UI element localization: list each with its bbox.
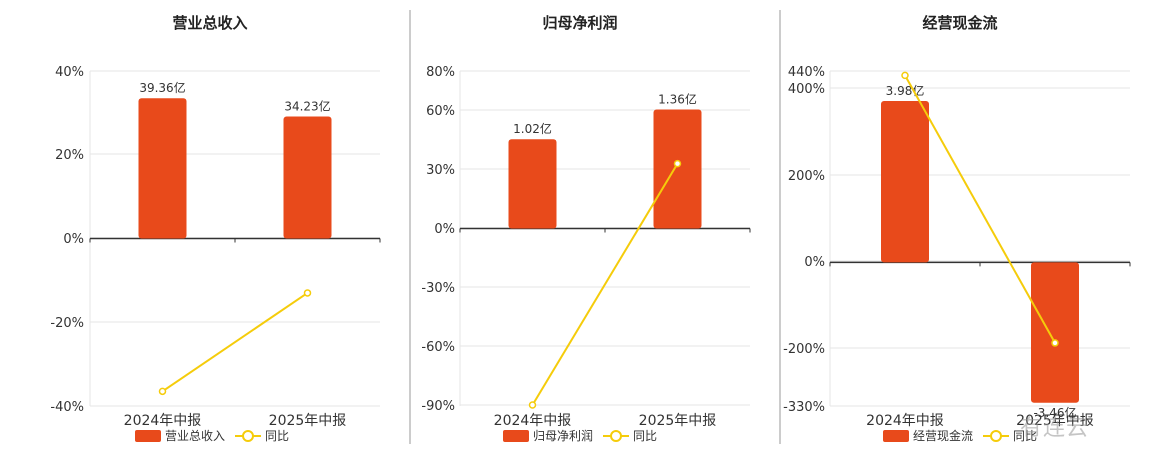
y-tick-label: 0% <box>434 222 455 237</box>
y-tick-label: 0% <box>63 232 84 247</box>
legend-label: 归母净利润 <box>533 429 593 443</box>
chart-panel: 归母净利润 80% 60% 30% 0% -30% -60% -90% 1.02亿 2024年中报… <box>421 14 751 443</box>
legend-swatch-bar <box>135 430 161 442</box>
x-tick-label: 2025年中报 <box>269 413 347 429</box>
chart-title: 经营现金流 <box>922 14 997 32</box>
y-tick-label: -200% <box>783 342 825 357</box>
bar-value-label: 34.23亿 <box>284 99 330 114</box>
legend-label: 经营现金流 <box>913 428 973 443</box>
legend-label: 同比 <box>1013 429 1037 443</box>
y-tick-label: 30% <box>426 163 455 178</box>
legend-swatch-marker <box>610 430 622 442</box>
line-point <box>673 159 682 168</box>
y-tick-label: -20% <box>50 316 84 331</box>
y-tick-label: 440% <box>788 65 825 80</box>
legend-label: 同比 <box>265 429 289 443</box>
legend-swatch-bar <box>883 430 909 442</box>
y-tick-label: 200% <box>788 169 825 184</box>
bar-value-label: 39.36亿 <box>139 80 185 95</box>
legend-label: 同比 <box>633 429 657 443</box>
bar <box>283 116 332 239</box>
watermark: 有连云 <box>1020 416 1090 441</box>
chart-panel: 营业总收入 40% 20% 0% -20% -40% 39.36亿 2024年中报 34.23亿… <box>50 14 381 443</box>
bar <box>1031 262 1079 403</box>
x-tick-label: 2024年中报 <box>866 413 944 429</box>
y-tick-label: 60% <box>426 104 455 119</box>
y-tick-label: 0% <box>804 255 825 270</box>
x-tick-label: 2025年中报 <box>1016 413 1094 429</box>
y-tick-label: -90% <box>421 399 455 414</box>
chart-title: 营业总收入 <box>172 14 247 32</box>
bar-value-label: -3.46亿 <box>1033 405 1076 420</box>
y-tick-label: -60% <box>421 340 455 355</box>
chart-title: 归母净利润 <box>542 14 617 32</box>
line-point <box>1051 339 1059 347</box>
y-tick-label: -40% <box>50 400 84 415</box>
legend-swatch-marker <box>990 430 1002 442</box>
line-point <box>158 387 167 396</box>
bar-value-label: 1.02亿 <box>513 121 552 136</box>
line-series <box>161 292 309 393</box>
x-tick-label: 2024年中报 <box>124 413 202 429</box>
line-point <box>303 289 312 297</box>
line-point <box>528 401 537 409</box>
line-series <box>531 163 679 406</box>
legend-label: 营业总收入 <box>165 429 225 443</box>
bar-value-label: 1.36亿 <box>658 91 697 106</box>
bar <box>508 139 557 229</box>
line-point <box>901 71 909 80</box>
bar <box>653 109 702 229</box>
line-series <box>904 74 1056 344</box>
y-tick-label: 400% <box>788 82 825 97</box>
y-tick-label: 40% <box>55 65 84 80</box>
bar <box>881 101 929 263</box>
y-tick-label: -330% <box>783 400 825 415</box>
legend-swatch-marker <box>242 430 254 442</box>
bar <box>138 98 187 239</box>
bar-value-label: 3.98亿 <box>886 83 925 98</box>
chart-panel: 经营现金流 440% 400% 200% 0% -200% -330% 3.98亿 2024年中… <box>783 14 1131 443</box>
y-tick-label: 20% <box>55 148 84 163</box>
y-tick-label: -30% <box>421 281 455 296</box>
x-tick-label: 2024年中报 <box>494 413 572 429</box>
y-tick-label: 80% <box>426 65 455 80</box>
x-tick-label: 2025年中报 <box>639 413 717 429</box>
legend-swatch-bar <box>503 430 529 442</box>
